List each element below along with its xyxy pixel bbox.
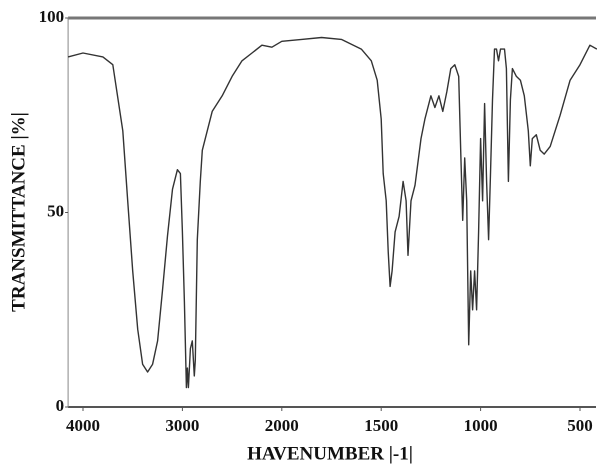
x-tick-label: 1500	[364, 416, 398, 435]
x-tick-label: 500	[567, 416, 593, 435]
x-tick-label: 1000	[464, 416, 498, 435]
y-axis-label: TRANSMITTANCE |%|	[8, 112, 29, 312]
y-tick-label: 50	[47, 201, 64, 220]
x-tick-label: 4000	[66, 416, 100, 435]
y-tick-label: 0	[56, 396, 65, 415]
x-axis-label: HAVENUMBER |-1|	[247, 443, 413, 464]
spectrum-line	[67, 36, 597, 389]
x-tick-label: 2000	[265, 416, 299, 435]
y-tick-label: 100	[39, 7, 65, 26]
x-tick-label: 3000	[165, 416, 199, 435]
